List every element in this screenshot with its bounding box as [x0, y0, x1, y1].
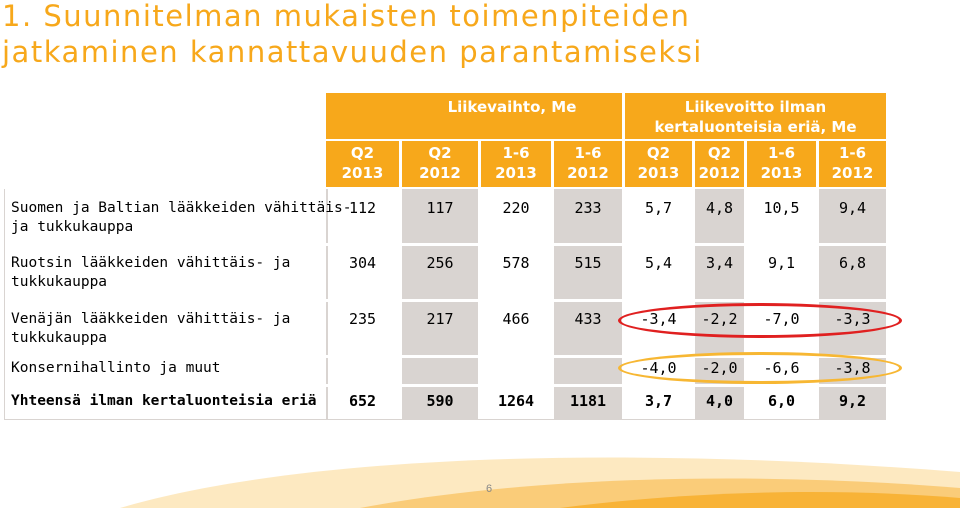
page-number: 6 — [486, 483, 493, 495]
red-highlight-oval — [618, 303, 902, 338]
row-label-total: Yhteensä ilman kertaluonteisia eriä — [11, 393, 317, 409]
table-cell: 256 — [426, 254, 454, 272]
table-cell: 466 — [502, 310, 530, 328]
table-cell: 578 — [502, 254, 530, 272]
column-header: 1-6 2013 — [760, 144, 803, 182]
table-cell: 433 — [574, 310, 602, 328]
table-cell: 10,5 — [763, 199, 800, 217]
column-header: Q2 2013 — [637, 144, 680, 182]
table-cell: 3,4 — [705, 254, 734, 272]
table-cell: 117 — [426, 199, 454, 217]
row-label: Venäjän lääkkeiden vähittäis- ja tukkukau… — [11, 311, 291, 346]
table-cell-total: 1181 — [569, 392, 607, 410]
table-cell: 6,8 — [838, 254, 867, 272]
table-cell: 233 — [574, 199, 602, 217]
column-header: Q2 2013 — [341, 144, 384, 182]
revenue-group-header: Liikevaihto, Me — [447, 98, 577, 116]
table-cell-total: 6,0 — [767, 392, 796, 410]
table-cell-total: 590 — [426, 392, 454, 410]
table-cell-total: 4,0 — [705, 392, 734, 410]
table-cell: 9,4 — [838, 199, 867, 217]
table-cell: 112 — [348, 199, 377, 217]
slide-title-line-1: 1. Suunnitelman mukaisten toimenpiteiden — [2, 0, 691, 33]
row-label: Konsernihallinto ja muut — [11, 360, 221, 376]
table-cell: 5,7 — [644, 199, 673, 217]
table-cell-total: 9,2 — [838, 392, 867, 410]
table-cell-total: 1264 — [497, 392, 535, 410]
table-cell: 304 — [348, 254, 377, 272]
orange-highlight-oval — [618, 352, 902, 384]
table-cell: 217 — [426, 310, 454, 328]
results-table: Liikevaihto, Me Liikevoitto ilman kertal… — [4, 93, 902, 420]
profit-group-header: Liikevoitto ilman kertaluonteisia eriä, … — [654, 98, 857, 136]
table-cell: 220 — [502, 199, 530, 217]
table-cell-total: 652 — [348, 392, 377, 410]
column-header: 1-6 2013 — [495, 144, 537, 182]
table-cell: 515 — [574, 254, 602, 272]
table-cell: 5,4 — [644, 254, 673, 272]
row-label: Suomen ja Baltian lääkkeiden vähittäis-j… — [11, 200, 352, 235]
slide-title: 1. Suunnitelman mukaisten toimenpiteiden… — [2, 0, 952, 70]
column-header: Q2 2012 — [419, 144, 461, 182]
column-header: Q2 2012 — [698, 144, 741, 182]
table-cell-total: 3,7 — [644, 392, 673, 410]
slide-title-line-2: jatkaminen kannattavuuden parantamiseksi — [2, 35, 703, 69]
table-cell: 235 — [348, 310, 377, 328]
column-header: 1-6 2012 — [567, 144, 609, 182]
column-header: 1-6 2012 — [831, 144, 874, 182]
table-cell: 4,8 — [705, 199, 734, 217]
table-cell: 9,1 — [767, 254, 796, 272]
row-label: Ruotsin lääkkeiden vähittäis- ja tukkukau… — [11, 255, 291, 290]
